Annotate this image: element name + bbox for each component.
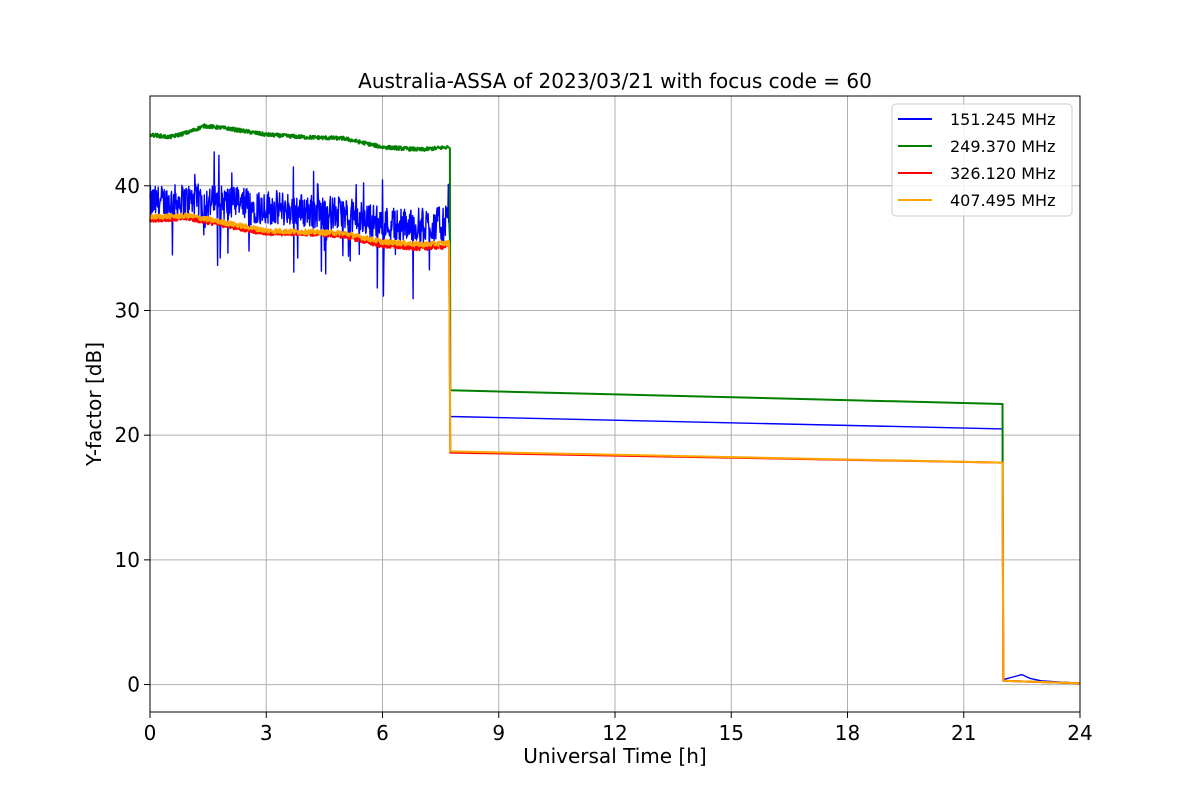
- series-line-0: [149, 151, 1081, 684]
- ticks: 0 3 6 9 12 15 18 21 24 0 10 20 30 40: [115, 174, 1093, 745]
- x-tick-label: 0: [144, 721, 157, 745]
- series-line-1: [149, 123, 1081, 685]
- x-tick-label: 18: [835, 721, 860, 745]
- y-tick-label: 10: [115, 548, 140, 572]
- legend-label-3: 407.495 MHz: [950, 191, 1055, 210]
- series-line-3: [149, 212, 1081, 685]
- x-tick-label: 9: [492, 721, 505, 745]
- y-tick-label: 20: [115, 423, 140, 447]
- x-tick-label: 6: [376, 721, 389, 745]
- y-tick-label: 30: [115, 298, 140, 322]
- y-axis-label: Y-factor [dB]: [82, 342, 106, 467]
- x-tick-label: 12: [602, 721, 627, 745]
- legend-box: [891, 103, 1073, 217]
- legend-label-2: 326.120 MHz: [950, 164, 1055, 183]
- y-tick-label: 0: [127, 673, 140, 697]
- x-tick-label: 24: [1067, 721, 1092, 745]
- y-tick-label: 40: [115, 174, 140, 198]
- legend-label-0: 151.245 MHz: [950, 110, 1055, 129]
- x-tick-label: 21: [951, 721, 976, 745]
- legend-label-1: 249.370 MHz: [950, 137, 1055, 156]
- chart-title: Australia-ASSA of 2023/03/21 with focus …: [358, 69, 872, 93]
- series-layer: [149, 123, 1081, 685]
- legend: 151.245 MHz 249.370 MHz 326.120 MHz 407.495…: [891, 103, 1073, 217]
- x-tick-label: 3: [260, 721, 273, 745]
- x-axis-label: Universal Time [h]: [523, 744, 706, 768]
- x-tick-label: 15: [719, 721, 744, 745]
